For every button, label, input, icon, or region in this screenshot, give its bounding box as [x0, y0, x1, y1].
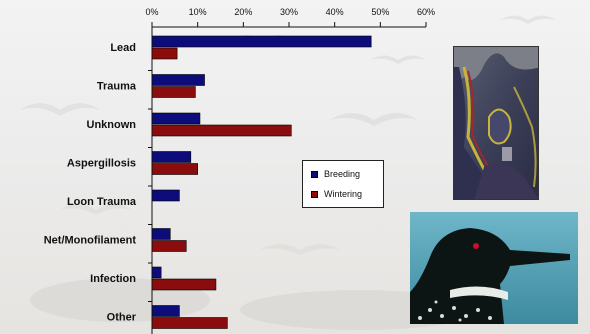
x-tick-label: 60% [417, 7, 435, 17]
loon-eye-closeup-photo [453, 46, 539, 200]
bar-wintering [151, 240, 187, 252]
bar-wintering [151, 317, 228, 329]
category-labels: Lead Trauma Unknown Aspergillosis Loon Traum… [44, 42, 152, 324]
bar-breeding [151, 189, 180, 202]
bar-breeding [151, 112, 201, 125]
bar-breeding [151, 266, 162, 279]
x-tick-label: 50% [371, 7, 389, 17]
bar-wintering [151, 278, 217, 291]
bar-wintering [151, 124, 292, 137]
bar-breeding [151, 35, 372, 48]
bar-breeding [151, 151, 192, 163]
x-tick-label: 0% [145, 7, 158, 17]
x-tick-label: 10% [189, 7, 207, 17]
legend-item-breeding: Breeding [311, 169, 360, 179]
legend-label-breeding: Breeding [324, 169, 361, 179]
category-label: Unknown [87, 119, 137, 131]
bar-breeding [151, 305, 180, 317]
x-tick-label: 40% [326, 7, 344, 17]
bar-breeding [151, 74, 205, 86]
category-label: Infection [90, 273, 136, 285]
bar-wintering [151, 86, 196, 98]
category-label: Trauma [97, 81, 137, 93]
category-label: Lead [110, 42, 136, 54]
legend: Breeding Wintering [302, 160, 384, 208]
x-axis: 0% 10% 20% 30% 40% 50% 60% [145, 7, 435, 28]
legend-swatch-wintering [311, 190, 318, 198]
category-label: Other [107, 312, 137, 324]
bar-wintering [151, 47, 178, 60]
legend-swatch-breeding [311, 170, 318, 178]
common-loon-head-photo [410, 212, 578, 324]
bar-wintering [151, 163, 198, 175]
legend-label-wintering: Wintering [324, 189, 363, 199]
legend-item-wintering: Wintering [311, 189, 362, 199]
category-label: Aspergillosis [67, 158, 136, 170]
bar-breeding [151, 228, 171, 240]
category-label: Loon Trauma [67, 196, 137, 208]
x-tick-label: 20% [234, 7, 252, 17]
category-label: Net/Monofilament [44, 235, 137, 247]
x-tick-label: 30% [280, 7, 298, 17]
